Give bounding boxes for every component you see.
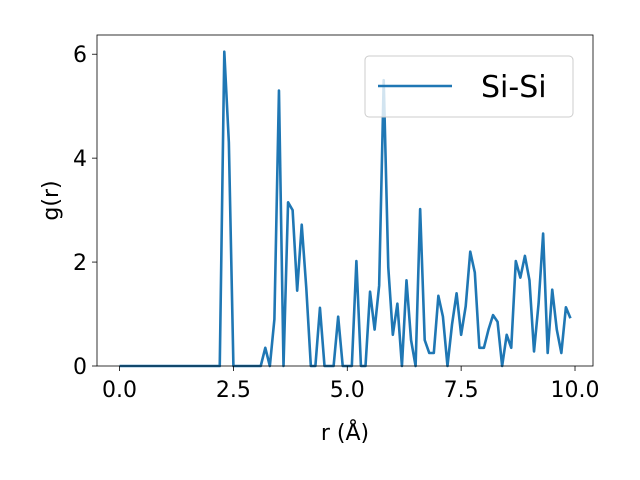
x-axis-ticks: 0.0 2.5 5.0 7.5 10.0 — [102, 366, 600, 403]
legend: Si-Si — [364, 55, 574, 118]
x-tick-label: 5.0 — [330, 378, 365, 403]
y-tick-label: 0 — [73, 355, 87, 380]
x-tick-label: 2.5 — [216, 378, 251, 403]
legend-box — [364, 55, 574, 118]
x-tick-label: 0.0 — [102, 378, 137, 403]
y-axis-label: g(r) — [39, 180, 64, 220]
x-tick-label: 7.5 — [444, 378, 479, 403]
x-axis-label: r (Å) — [321, 419, 369, 446]
y-axis-ticks: 0 2 4 6 — [73, 43, 97, 380]
y-tick-label: 4 — [73, 147, 87, 172]
y-tick-label: 2 — [73, 251, 87, 276]
legend-label-si-si: Si-Si — [481, 70, 547, 105]
axes-frame — [96, 34, 594, 367]
x-tick-label: 10.0 — [551, 378, 600, 403]
y-tick-label: 6 — [73, 43, 87, 68]
